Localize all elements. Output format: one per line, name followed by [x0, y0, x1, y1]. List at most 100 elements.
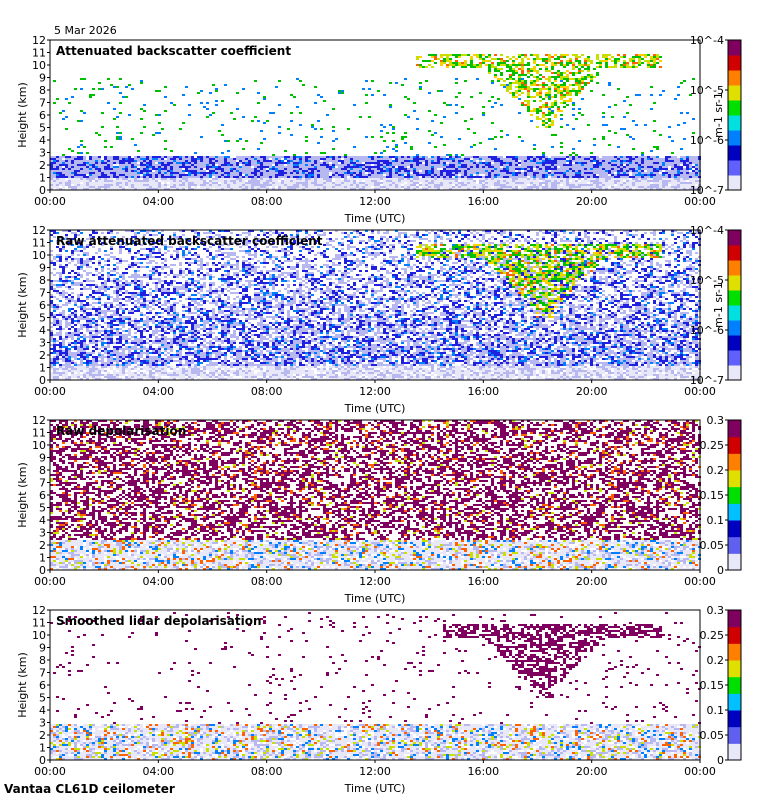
y-tick-label: 8 [39, 274, 46, 287]
x-axis-label: Time (UTC) [344, 402, 406, 415]
colorbar-segment [728, 260, 741, 276]
y-tick-label: 7 [39, 477, 46, 490]
y-tick-label: 6 [39, 679, 46, 692]
x-tick-label: 08:00 [251, 765, 283, 778]
colorbar-segment [728, 40, 741, 56]
colorbar-segment [728, 693, 741, 710]
y-tick-label: 6 [39, 109, 46, 122]
colorbar-segment [728, 677, 741, 694]
y-tick-label: 11 [32, 47, 46, 60]
colorbar-segment [728, 710, 741, 727]
y-tick-label: 4 [39, 514, 46, 527]
colorbar-segment [728, 115, 741, 131]
colorbar-tick-label: 0.05 [700, 539, 725, 552]
colorbar-segment [728, 365, 741, 381]
x-tick-label: 00:00 [34, 195, 66, 208]
colorbar-tick-label: 10^-7 [690, 184, 724, 197]
colorbar-tick-label: 0.05 [700, 729, 725, 742]
y-tick-label: 10 [32, 59, 46, 72]
x-tick-label: 12:00 [359, 765, 391, 778]
colorbar-segment [728, 175, 741, 191]
colorbar-segment [728, 727, 741, 744]
y-tick-label: 11 [32, 237, 46, 250]
colorbar-unit: m-1 sr-1 [712, 92, 725, 138]
colorbar-tick-label: 0.15 [700, 679, 725, 692]
y-tick-label: 2 [39, 539, 46, 552]
colorbar-segment [728, 537, 741, 554]
colorbar: 00.050.10.150.20.250.3 [700, 414, 742, 577]
x-tick-label: 04:00 [142, 195, 174, 208]
panel-title: Attenuated backscatter coefficient [56, 44, 291, 58]
x-tick-label: 20:00 [576, 195, 608, 208]
colorbar-segment [728, 320, 741, 336]
colorbar-tick-label: 10^-7 [690, 374, 724, 387]
x-tick-label: 08:00 [251, 195, 283, 208]
y-tick-label: 1 [39, 552, 46, 565]
y-tick-label: 9 [39, 262, 46, 275]
colorbar-segment [728, 610, 741, 627]
colorbar-tick-label: 0.3 [707, 414, 725, 427]
y-tick-label: 6 [39, 489, 46, 502]
panel-title: Raw depolarisation [56, 424, 186, 438]
y-tick-label: 6 [39, 299, 46, 312]
x-tick-label: 20:00 [576, 765, 608, 778]
colorbar-segment [728, 743, 741, 760]
date-label: 5 Mar 2026 [54, 24, 117, 37]
x-axis-label: Time (UTC) [344, 592, 406, 605]
y-tick-label: 5 [39, 692, 46, 705]
colorbar-segment [728, 503, 741, 520]
colorbar-segment [728, 627, 741, 644]
colorbar-segment [728, 275, 741, 291]
colorbar-segment [728, 453, 741, 470]
colorbar-segment [728, 70, 741, 86]
y-tick-label: 7 [39, 287, 46, 300]
panel-title: Raw attenuated backscatter coefficient [56, 234, 323, 248]
y-tick-label: 12 [32, 34, 46, 47]
x-tick-label: 12:00 [359, 575, 391, 588]
y-axis-label: Height (km) [16, 272, 29, 338]
x-axis-label: Time (UTC) [344, 212, 406, 225]
footer-label: Vantaa CL61D ceilometer [4, 782, 175, 796]
y-tick-label: 4 [39, 134, 46, 147]
colorbar-segment [728, 55, 741, 71]
colorbar-tick-label: 0 [717, 754, 724, 767]
colorbar-tick-label: 0.2 [707, 464, 725, 477]
colorbar-segment [728, 643, 741, 660]
y-tick-label: 5 [39, 122, 46, 135]
colorbar-segment [728, 553, 741, 570]
y-tick-label: 10 [32, 439, 46, 452]
y-tick-label: 9 [39, 642, 46, 655]
y-tick-label: 5 [39, 312, 46, 325]
y-tick-label: 12 [32, 414, 46, 427]
y-tick-label: 5 [39, 502, 46, 515]
y-tick-label: 8 [39, 84, 46, 97]
y-tick-label: 8 [39, 464, 46, 477]
y-tick-label: 3 [39, 147, 46, 160]
colorbar-segment [728, 230, 741, 246]
colorbar-segment [728, 437, 741, 454]
colorbar-segment [728, 335, 741, 351]
y-tick-label: 9 [39, 72, 46, 85]
x-tick-label: 00:00 [34, 765, 66, 778]
panel-title: Smoothed lidar depolarisation [56, 614, 262, 628]
colorbar-segment [728, 245, 741, 261]
colorbar-segment [728, 100, 741, 116]
colorbar-segment [728, 290, 741, 306]
y-axis-label: Height (km) [16, 82, 29, 148]
x-tick-label: 04:00 [142, 575, 174, 588]
y-tick-label: 2 [39, 729, 46, 742]
y-tick-label: 11 [32, 617, 46, 630]
colorbar-tick-label: 0.3 [707, 604, 725, 617]
x-tick-label: 20:00 [576, 575, 608, 588]
y-tick-label: 3 [39, 717, 46, 730]
x-tick-label: 04:00 [142, 765, 174, 778]
colorbar-tick-label: 0.15 [700, 489, 725, 502]
colorbar-tick-label: 10^-4 [690, 224, 724, 237]
y-axis-label: Height (km) [16, 652, 29, 718]
x-tick-label: 00:00 [34, 575, 66, 588]
y-axis-label: Height (km) [16, 462, 29, 528]
